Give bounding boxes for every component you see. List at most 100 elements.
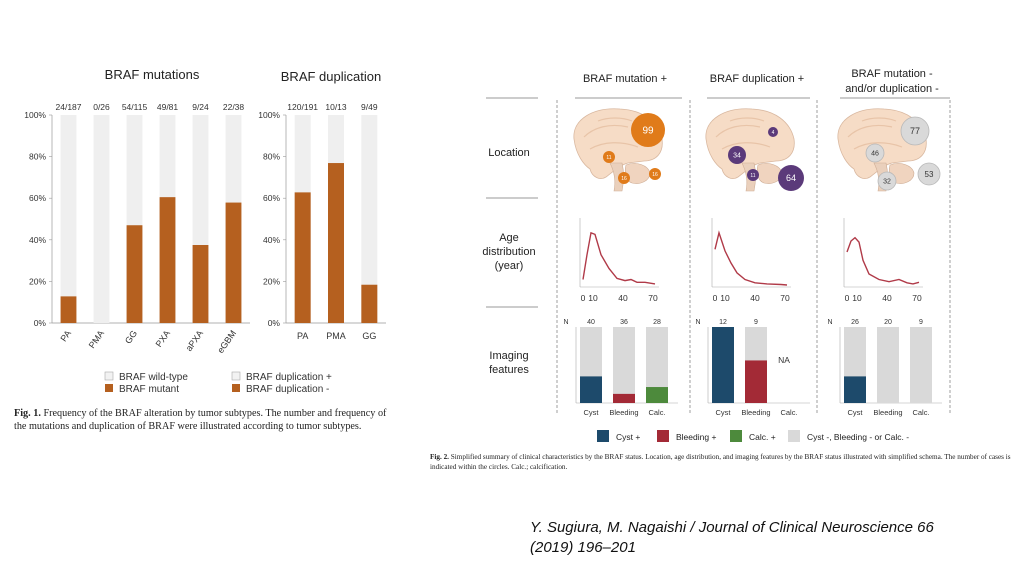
location-count: 53 [925, 170, 934, 179]
y-tick-label: 20% [29, 276, 46, 286]
count-label: 0/26 [93, 102, 110, 112]
col-header-negative-line1: BRAF mutation - [851, 68, 933, 80]
location-circle [649, 168, 661, 180]
count-label: 10/13 [325, 102, 347, 112]
location-count: 77 [910, 126, 920, 136]
x-tick-label: PMA [326, 331, 346, 341]
fig2-caption-text: Simplified summary of clinical character… [430, 453, 1011, 471]
imaging-n-label: N [827, 319, 832, 326]
age-curve [582, 231, 656, 285]
x-tick-label: aPXA [184, 328, 205, 353]
age-tick-label: 70 [912, 293, 922, 303]
gyri-lines [583, 117, 639, 150]
x-tick-label: PA [58, 328, 73, 343]
location-circle [631, 113, 665, 147]
row-label-age-2: distribution [482, 246, 535, 258]
x-tick-label: PA [297, 331, 308, 341]
imaging-bar-cyst [844, 376, 866, 403]
row-label-imaging-1: Imaging [489, 350, 528, 362]
y-tick-label: 0% [34, 318, 47, 328]
age-tick-label: 0 [845, 293, 850, 303]
y-tick-label: 40% [263, 235, 280, 245]
legend-bleeding: Bleeding + [676, 432, 716, 442]
legend-wild-type: BRAF wild-type [119, 372, 188, 383]
age-tick-label: 0 [713, 293, 718, 303]
figure-1-caption: Fig. 1. Frequency of the BRAF alteration… [14, 408, 396, 433]
location-count: 64 [786, 173, 796, 183]
age-tick-label: 70 [780, 293, 790, 303]
location-circle [917, 162, 941, 186]
legend-calc: Calc. + [749, 432, 776, 442]
legend-duplication-minus: BRAF duplication - [246, 384, 329, 395]
imaging-n-value: 12 [719, 319, 727, 326]
brain-schema-1: 4 34 11 64 [705, 108, 804, 192]
location-circle [747, 169, 759, 181]
x-tick-label: GG [362, 331, 376, 341]
legend-negative: Cyst -, Bleeding - or Calc. - [807, 432, 909, 442]
brain-schema-2: 77 46 32 53 [837, 108, 941, 192]
y-tick-label: 80% [29, 152, 46, 162]
age-curve [714, 230, 788, 286]
imaging-bar-background [613, 327, 635, 403]
braf-duplication-chart: 0% 20% 40% 60% 80% 100% 120/191 PA 10/13 PMA 9/49 G… [258, 102, 386, 341]
imaging-n-label: N [695, 319, 700, 326]
count-label: 9/49 [361, 102, 378, 112]
imaging-bar-calc [646, 387, 668, 403]
fig2-caption-label: Fig. 2. [430, 453, 449, 461]
chart-title-mutations: BRAF mutations [105, 67, 200, 82]
location-count: 16 [621, 176, 627, 182]
journal-citation: Y. Sugiura, M. Nagaishi / Journal of Cli… [530, 519, 934, 556]
age-plot-2: 0 10 40 70 [843, 218, 923, 303]
imaging-n-value: 9 [919, 319, 923, 326]
age-distribution-plots: 0 10 40 70 0 10 40 70 0 10 40 70 [579, 218, 923, 303]
gyri-lines [847, 117, 903, 150]
col-header-negative-line2: and/or duplication - [845, 83, 939, 95]
imaging-n-value: 9 [754, 319, 758, 326]
bar-background [93, 115, 110, 323]
imaging-category-label: Cyst [848, 408, 864, 417]
imaging-group-0: N 40 Cyst 36 Bleeding 28 Calc. [563, 319, 678, 417]
brainstem-shape [609, 162, 624, 192]
location-circle [618, 172, 630, 184]
location-brains: 99 11 16 16 4 34 11 64 77 46 32 53 [573, 108, 941, 192]
bar-gg [126, 225, 143, 323]
bar-pa [60, 296, 77, 323]
imaging-n-value: 36 [620, 319, 628, 326]
legend-duplication-plus: BRAF duplication + [246, 372, 332, 383]
age-tick-label: 40 [882, 293, 892, 303]
row-label-age-1: Age [499, 232, 519, 244]
count-label: 120/191 [287, 102, 318, 112]
count-label: 22/38 [223, 102, 245, 112]
brain-schema-0: 99 11 16 16 [573, 108, 665, 192]
fig1-caption-text: Frequency of the BRAF alteration by tumo… [14, 408, 387, 432]
imaging-n-label: N [563, 319, 568, 326]
y-tick-label: 80% [263, 152, 280, 162]
location-count: 11 [606, 155, 611, 161]
row-label-age-3: (year) [495, 260, 524, 272]
figure-2-caption: Fig. 2. Simplified summary of clinical c… [430, 452, 1015, 472]
y-tick-label: 60% [29, 193, 46, 203]
location-circle [865, 143, 885, 163]
location-circle [778, 165, 804, 191]
age-tick-label: 40 [618, 293, 628, 303]
age-tick-label: 0 [581, 293, 586, 303]
x-tick-label: eGBM [215, 328, 238, 355]
location-count: 46 [871, 150, 879, 157]
row-label-location: Location [488, 147, 530, 159]
bar-pa [294, 192, 311, 323]
imaging-bar-background [877, 327, 899, 403]
imaging-bar-bleeding [613, 393, 635, 403]
x-tick-label: PXA [154, 328, 173, 348]
fig1-legend: BRAF wild-type BRAF mutant BRAF duplicat… [104, 371, 332, 395]
age-plot-0: 0 10 40 70 [579, 218, 659, 303]
age-curve [846, 236, 920, 285]
braf-mutations-chart: 0% 20% 40% 60% 80% 100% 24/187 PA 0/26 PMA 54/115 G… [24, 102, 250, 355]
fig1-caption-label: Fig. 1. [14, 408, 41, 419]
location-circle [877, 171, 897, 191]
imaging-n-value: 28 [653, 319, 661, 326]
age-tick-label: 10 [588, 293, 598, 303]
location-count: 11 [750, 173, 755, 179]
location-circle [900, 116, 930, 146]
row-label-imaging-2: features [489, 364, 529, 376]
bar-pma [328, 163, 344, 323]
